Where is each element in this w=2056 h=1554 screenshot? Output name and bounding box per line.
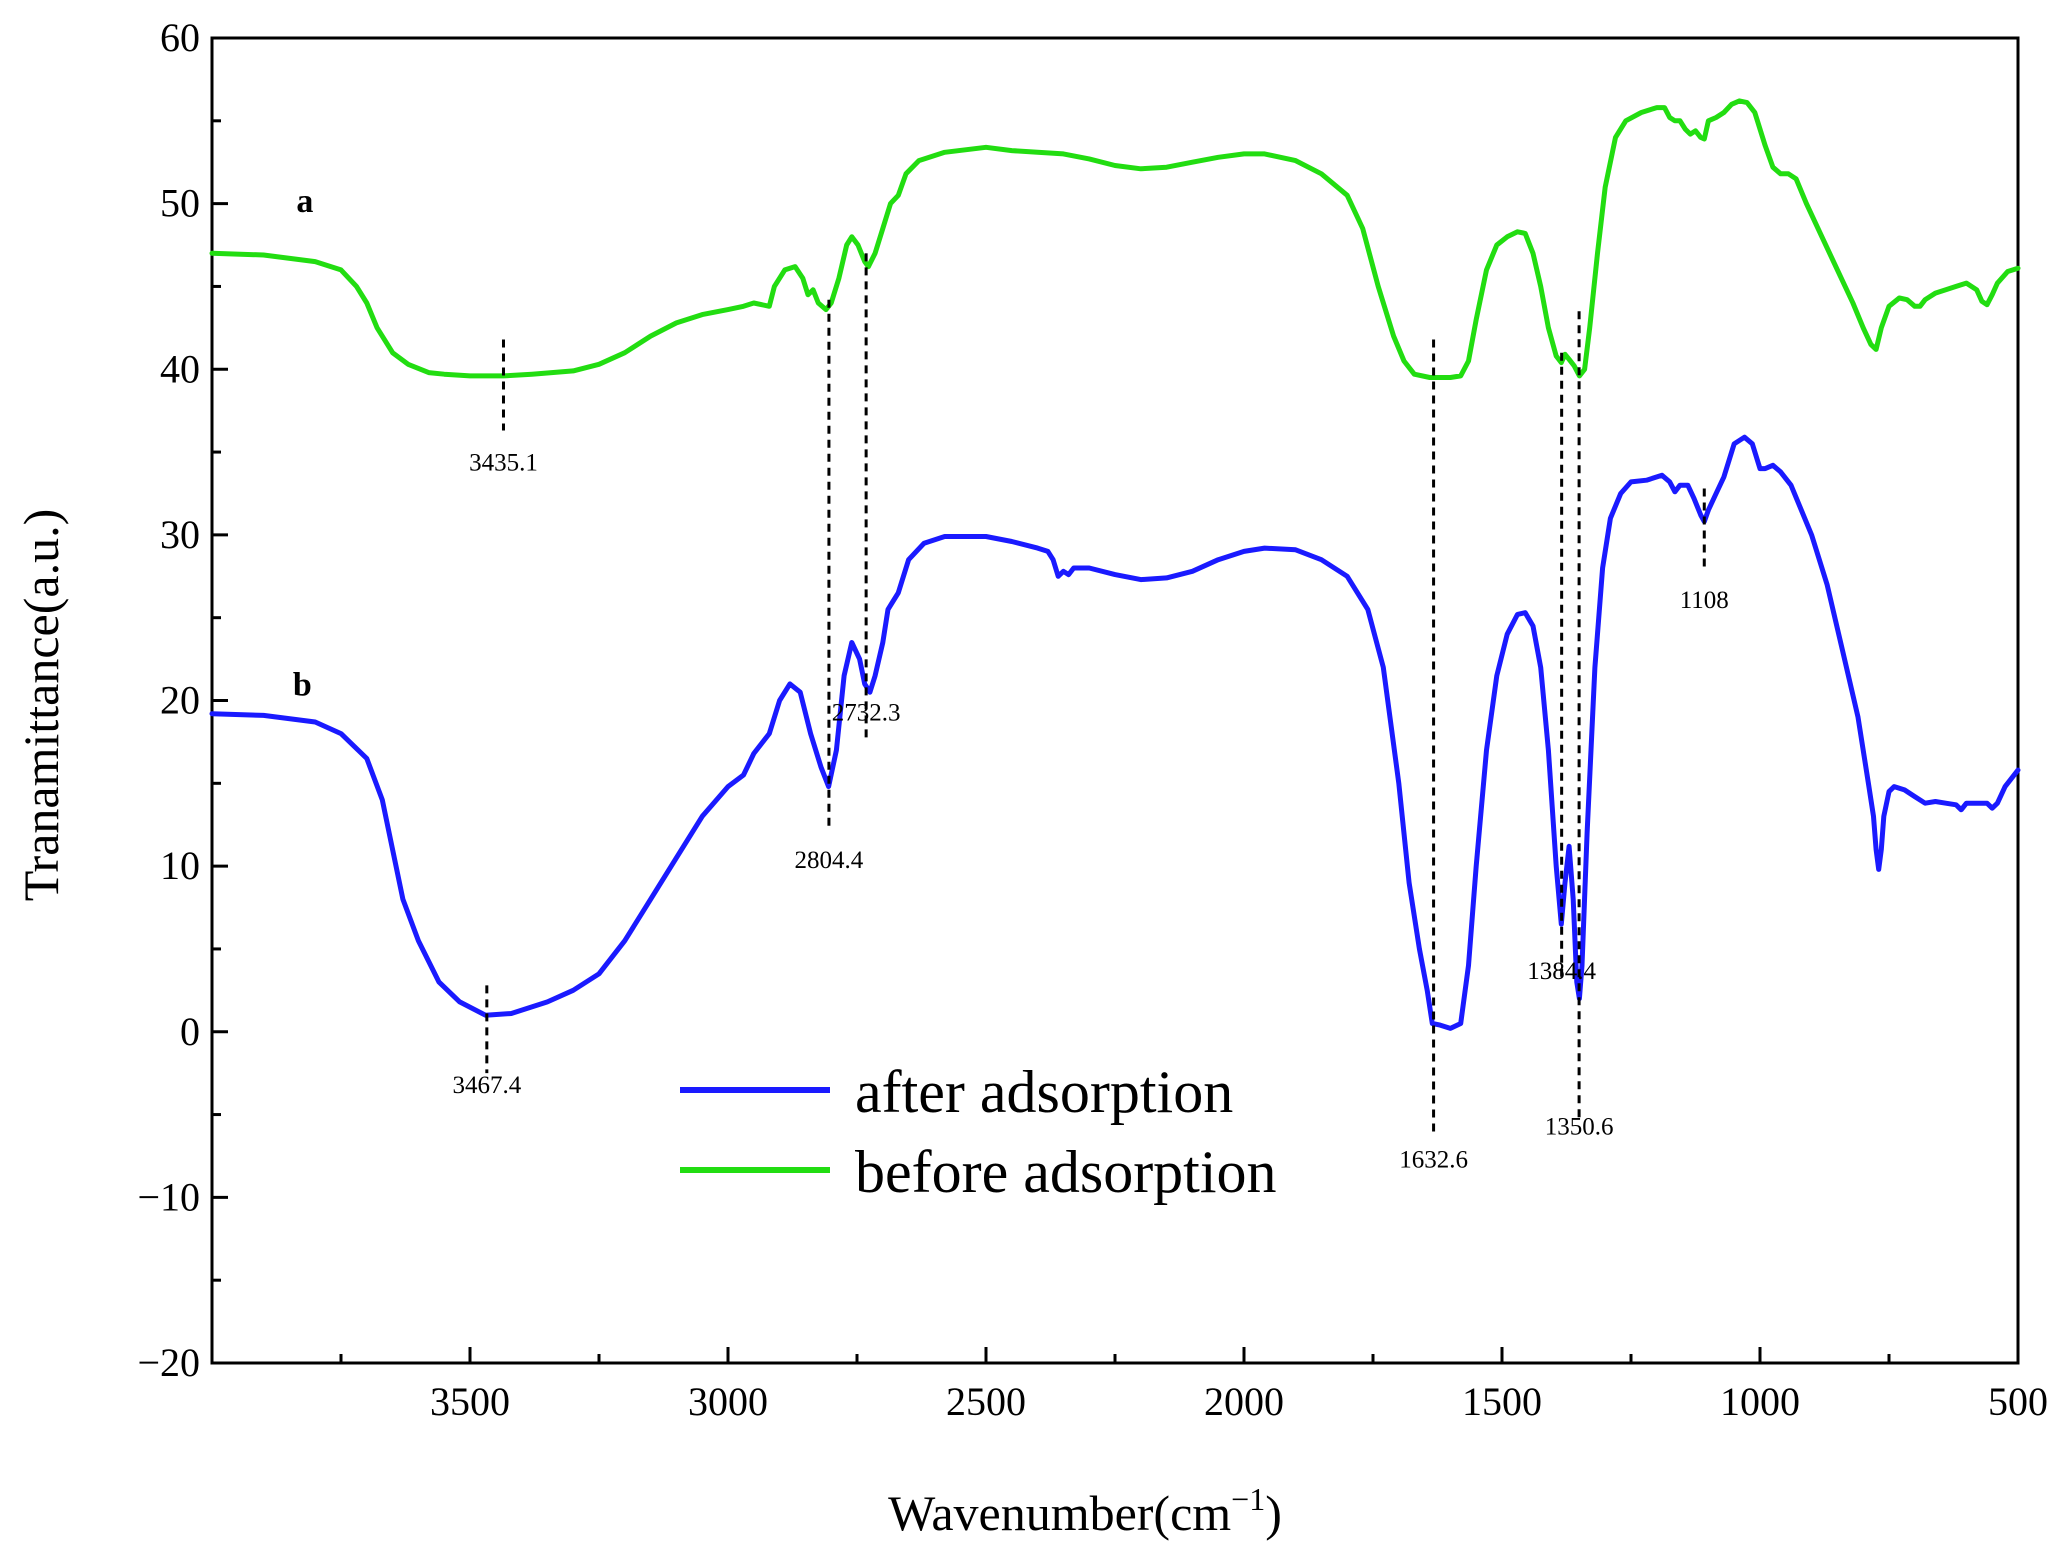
y-tick-label: 60 [160, 15, 200, 60]
legend-label-after-adsorption: after adsorption [855, 1059, 1233, 1125]
series-layer [209, 98, 2021, 1031]
y-tick-label: 50 [160, 181, 200, 226]
x-tick-label: 2500 [946, 1379, 1026, 1424]
annotation-label-3435.1: 3435.1 [469, 449, 538, 476]
y-tick-label: −20 [137, 1340, 200, 1385]
y-tick-label: 10 [160, 843, 200, 888]
y-tick-label: 30 [160, 512, 200, 557]
annotation-label-1350.6: 1350.6 [1545, 1113, 1614, 1140]
annotation-label-2732.3: 2732.3 [832, 699, 901, 726]
x-tick-label: 500 [1988, 1379, 2048, 1424]
series-line-before-adsorption [209, 98, 2021, 380]
legend-label-before-adsorption: before adsorption [855, 1139, 1277, 1205]
annotation-label-3467.4: 3467.4 [452, 1072, 521, 1099]
annotation-layer: 3435.1 2804.4 2732.3 3467.4 1632.6 1384.4 1350… [293, 183, 1729, 1174]
x-tick-label: 1000 [1720, 1379, 1800, 1424]
axis-layer: 3500 3000 2500 2000 1500 1000 500 −20 −10 0 10 20 30… [137, 15, 2048, 1424]
x-axis-title-main: Wavenumber(cm [888, 1485, 1231, 1541]
annotation-label-1108: 1108 [1680, 587, 1729, 614]
y-tick-label: 0 [180, 1009, 200, 1054]
annotation-label-1632.6: 1632.6 [1399, 1147, 1468, 1174]
x-tick-label: 2000 [1204, 1379, 1284, 1424]
curve-label-a: a [296, 183, 313, 220]
y-tick-label: 40 [160, 346, 200, 391]
y-tick-label: 20 [160, 678, 200, 723]
annotation-label-2804.4: 2804.4 [795, 847, 864, 874]
legend: after adsorption before adsorption [680, 1059, 1277, 1205]
x-axis-title: Wavenumber(cm−1) [888, 1481, 1282, 1541]
x-tick-label: 1500 [1462, 1379, 1542, 1424]
series-line-after-adsorption [209, 434, 2021, 1031]
x-tick-label: 3500 [430, 1379, 510, 1424]
x-axis-title-superscript: −1 [1231, 1481, 1265, 1517]
curve-label-b: b [293, 667, 312, 704]
y-tick-label: −10 [137, 1174, 200, 1219]
annotation-label-1384.4: 1384.4 [1527, 958, 1596, 985]
x-tick-label: 3000 [688, 1379, 768, 1424]
x-axis-title-close: ) [1265, 1485, 1282, 1541]
y-axis-title: Tranamittance(a.u.) [13, 509, 69, 901]
